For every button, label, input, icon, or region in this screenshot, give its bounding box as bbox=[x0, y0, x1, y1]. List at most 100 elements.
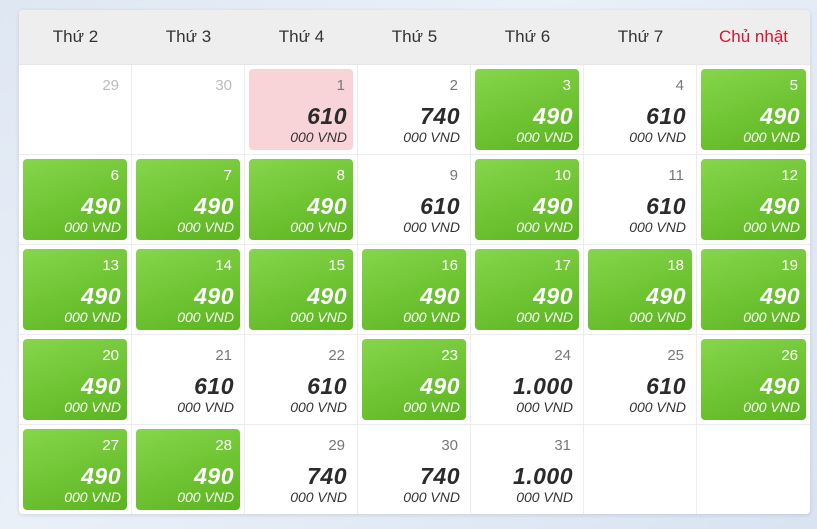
day-cell-body[interactable]: 16 490 000 VND bbox=[362, 249, 466, 330]
day-cell[interactable]: 27 490 000 VND bbox=[19, 425, 132, 514]
day-cell-body[interactable]: 22 610 000 VND bbox=[249, 339, 353, 420]
day-cell[interactable]: 4 610 000 VND bbox=[584, 65, 697, 155]
day-cell-body[interactable]: 13 490 000 VND bbox=[23, 249, 127, 330]
day-cell-body[interactable]: 15 490 000 VND bbox=[249, 249, 353, 330]
fare-price: 490 bbox=[760, 283, 800, 309]
fare-currency: 000 VND bbox=[403, 399, 460, 415]
day-cell[interactable]: 12 490 000 VND bbox=[697, 155, 810, 245]
day-cell-body[interactable]: 31 1.000 000 VND bbox=[475, 429, 579, 510]
day-cell-body[interactable]: 18 490 000 VND bbox=[588, 249, 692, 330]
day-cell-body[interactable]: 12 490 000 VND bbox=[701, 159, 806, 240]
day-cell-body[interactable]: 7 490 000 VND bbox=[136, 159, 240, 240]
fare-price: 490 bbox=[81, 463, 121, 489]
day-cell-body[interactable]: 23 490 000 VND bbox=[362, 339, 466, 420]
day-cell-body[interactable]: 19 490 000 VND bbox=[701, 249, 806, 330]
day-cell[interactable]: 28 490 000 VND bbox=[132, 425, 245, 514]
fare-currency: 000 VND bbox=[629, 129, 686, 145]
day-cell-body[interactable]: 20 490 000 VND bbox=[23, 339, 127, 420]
day-cell-body[interactable]: 17 490 000 VND bbox=[475, 249, 579, 330]
fare-currency: 000 VND bbox=[516, 489, 573, 505]
day-cell-body[interactable]: 11 610 000 VND bbox=[588, 159, 692, 240]
weekday-tue: Thứ 3 bbox=[165, 27, 212, 46]
day-cell-body[interactable]: 24 1.000 000 VND bbox=[475, 339, 579, 420]
fare-price: 490 bbox=[760, 373, 800, 399]
day-cell[interactable]: 9 610 000 VND bbox=[358, 155, 471, 245]
day-cell[interactable]: 19 490 000 VND bbox=[697, 245, 810, 335]
day-cell-body[interactable]: 3 490 000 VND bbox=[475, 69, 579, 150]
day-cell[interactable]: 30 740 000 VND bbox=[358, 425, 471, 514]
day-cell-body[interactable]: 26 490 000 VND bbox=[701, 339, 806, 420]
day-number: 24 bbox=[554, 347, 571, 364]
day-cell[interactable]: 22 610 000 VND bbox=[245, 335, 358, 425]
fare-currency: 000 VND bbox=[177, 309, 234, 325]
day-cell[interactable]: 11 610 000 VND bbox=[584, 155, 697, 245]
fare-currency: 000 VND bbox=[290, 489, 347, 505]
day-number: 30 bbox=[215, 77, 232, 94]
fare-currency: 000 VND bbox=[516, 309, 573, 325]
day-cell-body[interactable]: 25 610 000 VND bbox=[588, 339, 692, 420]
day-number: 1 bbox=[336, 77, 345, 94]
day-cell[interactable]: 2 740 000 VND bbox=[358, 65, 471, 155]
day-cell[interactable]: 20 490 000 VND bbox=[19, 335, 132, 425]
day-cell-body[interactable]: 10 490 000 VND bbox=[475, 159, 579, 240]
day-cell-body[interactable]: 5 490 000 VND bbox=[701, 69, 806, 150]
day-cell-body[interactable]: 8 490 000 VND bbox=[249, 159, 353, 240]
day-number: 11 bbox=[668, 167, 684, 184]
day-cell[interactable]: 14 490 000 VND bbox=[132, 245, 245, 335]
day-cell-body[interactable]: 30 740 000 VND bbox=[362, 429, 466, 510]
day-cell-body[interactable]: 27 490 000 VND bbox=[23, 429, 127, 510]
fare-currency: 000 VND bbox=[64, 399, 121, 415]
day-number: 12 bbox=[781, 167, 798, 184]
day-cell[interactable]: 21 610 000 VND bbox=[132, 335, 245, 425]
day-cell[interactable]: 5 490 000 VND bbox=[697, 65, 810, 155]
weekday-sun: Chủ nhật bbox=[719, 27, 788, 46]
day-cell[interactable]: 24 1.000 000 VND bbox=[471, 335, 584, 425]
day-number: 30 bbox=[441, 437, 458, 454]
day-cell-body[interactable]: 29 740 000 VND bbox=[249, 429, 353, 510]
day-cell[interactable]: 3 490 000 VND bbox=[471, 65, 584, 155]
day-cell-body[interactable]: 21 610 000 VND bbox=[136, 339, 240, 420]
day-cell[interactable]: 25 610 000 VND bbox=[584, 335, 697, 425]
fare-price: 490 bbox=[533, 193, 573, 219]
day-cell[interactable]: 7 490 000 VND bbox=[132, 155, 245, 245]
day-cell[interactable]: 18 490 000 VND bbox=[584, 245, 697, 335]
day-cell-body[interactable]: 6 490 000 VND bbox=[23, 159, 127, 240]
fare-price: 490 bbox=[307, 283, 347, 309]
day-cell[interactable]: 29 740 000 VND bbox=[245, 425, 358, 514]
day-cell[interactable]: 26 490 000 VND bbox=[697, 335, 810, 425]
day-cell-body[interactable]: 9 610 000 VND bbox=[362, 159, 466, 240]
fare-price: 490 bbox=[194, 463, 234, 489]
day-cell-body[interactable]: 14 490 000 VND bbox=[136, 249, 240, 330]
day-cell-body[interactable]: 4 610 000 VND bbox=[588, 69, 692, 150]
day-cell[interactable]: 8 490 000 VND bbox=[245, 155, 358, 245]
fare-price: 490 bbox=[81, 373, 121, 399]
day-cell-body bbox=[588, 429, 692, 510]
day-cell[interactable]: 17 490 000 VND bbox=[471, 245, 584, 335]
weekday-mon: Thứ 2 bbox=[52, 27, 99, 46]
day-cell[interactable]: 23 490 000 VND bbox=[358, 335, 471, 425]
day-number: 26 bbox=[781, 347, 798, 364]
fare-currency: 000 VND bbox=[743, 399, 800, 415]
fare-calendar: Thứ 2 Thứ 3 Thứ 4 Thứ 5 Thứ 6 Thứ 7 Chủ … bbox=[19, 10, 810, 514]
day-cell[interactable]: 1 610 000 VND bbox=[245, 65, 358, 155]
fare-currency: 000 VND bbox=[629, 399, 686, 415]
fare-price: 610 bbox=[646, 193, 686, 219]
day-cell[interactable]: 13 490 000 VND bbox=[19, 245, 132, 335]
day-cell: 30 bbox=[132, 65, 245, 155]
day-cell[interactable]: 6 490 000 VND bbox=[19, 155, 132, 245]
day-cell-body[interactable]: 2 740 000 VND bbox=[362, 69, 466, 150]
fare-currency: 000 VND bbox=[64, 309, 121, 325]
weekday-wed: Thứ 4 bbox=[278, 27, 325, 46]
fare-price: 490 bbox=[420, 373, 460, 399]
fare-currency: 000 VND bbox=[516, 399, 573, 415]
day-cell[interactable]: 31 1.000 000 VND bbox=[471, 425, 584, 514]
day-cell[interactable]: 10 490 000 VND bbox=[471, 155, 584, 245]
fare-price: 740 bbox=[420, 463, 460, 489]
day-cell[interactable]: 16 490 000 VND bbox=[358, 245, 471, 335]
fare-price: 490 bbox=[81, 193, 121, 219]
day-cell-body[interactable]: 1 610 000 VND bbox=[249, 69, 353, 150]
day-number: 8 bbox=[336, 167, 345, 184]
day-cell-body[interactable]: 28 490 000 VND bbox=[136, 429, 240, 510]
day-number: 20 bbox=[102, 347, 119, 364]
day-cell[interactable]: 15 490 000 VND bbox=[245, 245, 358, 335]
